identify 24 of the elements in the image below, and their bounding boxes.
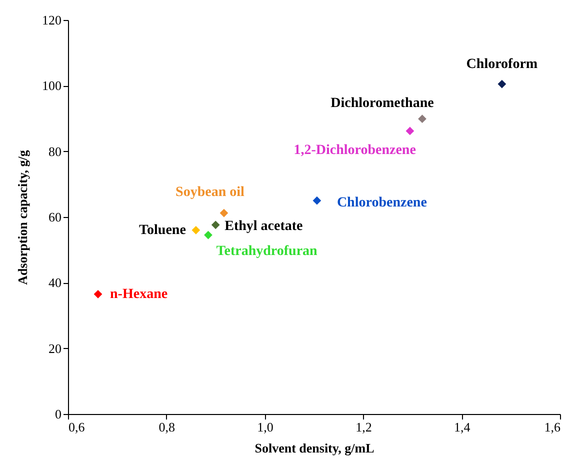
x-axis-title: Solvent density, g/mL <box>254 440 375 456</box>
series-label: Dichloromethane <box>330 96 434 111</box>
series-label: Chlorobenzene <box>336 196 427 211</box>
x-tick-label: 1,2 <box>356 420 372 434</box>
y-axis-title: Adsorption capacity, g/g <box>15 150 30 285</box>
series-label: n-Hexane <box>110 287 168 302</box>
series-label: 1,2-Dichlorobenzene <box>294 142 416 158</box>
y-tick-label: 100 <box>42 78 62 94</box>
y-tick-label: 0 <box>55 406 62 422</box>
x-tick-label: 0,8 <box>158 420 176 434</box>
x-tick-label: 0,6 <box>68 420 86 434</box>
y-tick-label: 20 <box>48 340 62 356</box>
x-tick-label: 1,6 <box>544 420 561 434</box>
series-label: Chloroform <box>466 57 538 72</box>
y-tick-label: 60 <box>48 210 62 224</box>
series-label: Soybean oil <box>176 185 244 200</box>
y-tick-label: 40 <box>48 275 62 290</box>
y-tick-label: 80 <box>48 144 62 159</box>
y-tick-label: 120 <box>42 12 62 28</box>
series-label: Ethyl acetate <box>224 218 303 234</box>
series-label: Tetrahydrofuran <box>216 244 318 260</box>
x-tick-label: 1,4 <box>454 420 471 434</box>
x-tick-label: 1,0 <box>257 420 274 434</box>
series-label: Toluene <box>138 223 186 238</box>
